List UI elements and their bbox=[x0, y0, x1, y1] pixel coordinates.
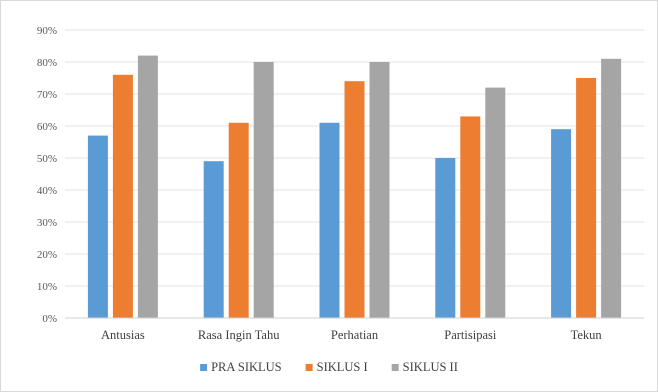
bar-siklus-ii-antusias bbox=[137, 55, 158, 318]
y-tick-label: 20% bbox=[37, 249, 57, 261]
bar-siklus-i-partisipasi bbox=[460, 116, 481, 319]
y-tick-label: 0% bbox=[42, 313, 57, 325]
legend-label: SIKLUS I bbox=[317, 360, 368, 374]
bar-pra-siklus-partisipasi bbox=[435, 158, 456, 318]
x-category-label: Antusias bbox=[101, 328, 145, 342]
x-category-label: Rasa Ingin Tahu bbox=[198, 328, 280, 342]
bar-siklus-i-tekun bbox=[576, 78, 597, 318]
y-tick-label: 80% bbox=[37, 57, 57, 69]
legend-label: PRA SIKLUS bbox=[211, 360, 282, 374]
y-axis-tick-labels: 0% 10% 20% 30% 40% 50% 60% 70% 80% 90% bbox=[37, 25, 57, 325]
y-tick-label: 10% bbox=[37, 281, 57, 293]
x-category-label: Partisipasi bbox=[444, 328, 497, 342]
bar-siklus-ii-tekun bbox=[601, 58, 622, 319]
y-tick-label: 40% bbox=[37, 185, 57, 197]
bar-pra-siklus-antusias bbox=[87, 135, 108, 318]
y-tick-label: 90% bbox=[37, 25, 57, 37]
bar-siklus-i-antusias bbox=[112, 74, 133, 318]
bars bbox=[87, 55, 622, 319]
bar-pra-siklus-tekun bbox=[551, 129, 572, 318]
y-tick-label: 30% bbox=[37, 217, 57, 229]
y-tick-label: 70% bbox=[37, 89, 57, 101]
bar-siklus-ii-rasa-ingin-tahu bbox=[253, 62, 274, 318]
legend: PRA SIKLUS SIKLUS I SIKLUS II bbox=[200, 360, 458, 374]
bar-siklus-ii-perhatian bbox=[369, 62, 390, 318]
bar-siklus-i-rasa-ingin-tahu bbox=[228, 122, 249, 318]
bar-pra-siklus-rasa-ingin-tahu bbox=[203, 161, 224, 318]
bar-siklus-i-perhatian bbox=[344, 81, 365, 318]
bar-pra-siklus-perhatian bbox=[319, 122, 340, 318]
x-category-label: Tekun bbox=[571, 328, 603, 342]
y-tick-label: 60% bbox=[37, 121, 57, 133]
legend-swatch bbox=[391, 364, 399, 371]
legend-swatch bbox=[305, 364, 313, 371]
x-category-label: Perhatian bbox=[331, 328, 379, 342]
legend-label: SIKLUS II bbox=[403, 360, 458, 374]
y-tick-label: 50% bbox=[37, 153, 57, 165]
x-axis-category-labels: Antusias Rasa Ingin Tahu Perhatian Partisip… bbox=[101, 328, 602, 342]
legend-swatch bbox=[200, 364, 208, 371]
bar-siklus-ii-partisipasi bbox=[485, 87, 506, 318]
